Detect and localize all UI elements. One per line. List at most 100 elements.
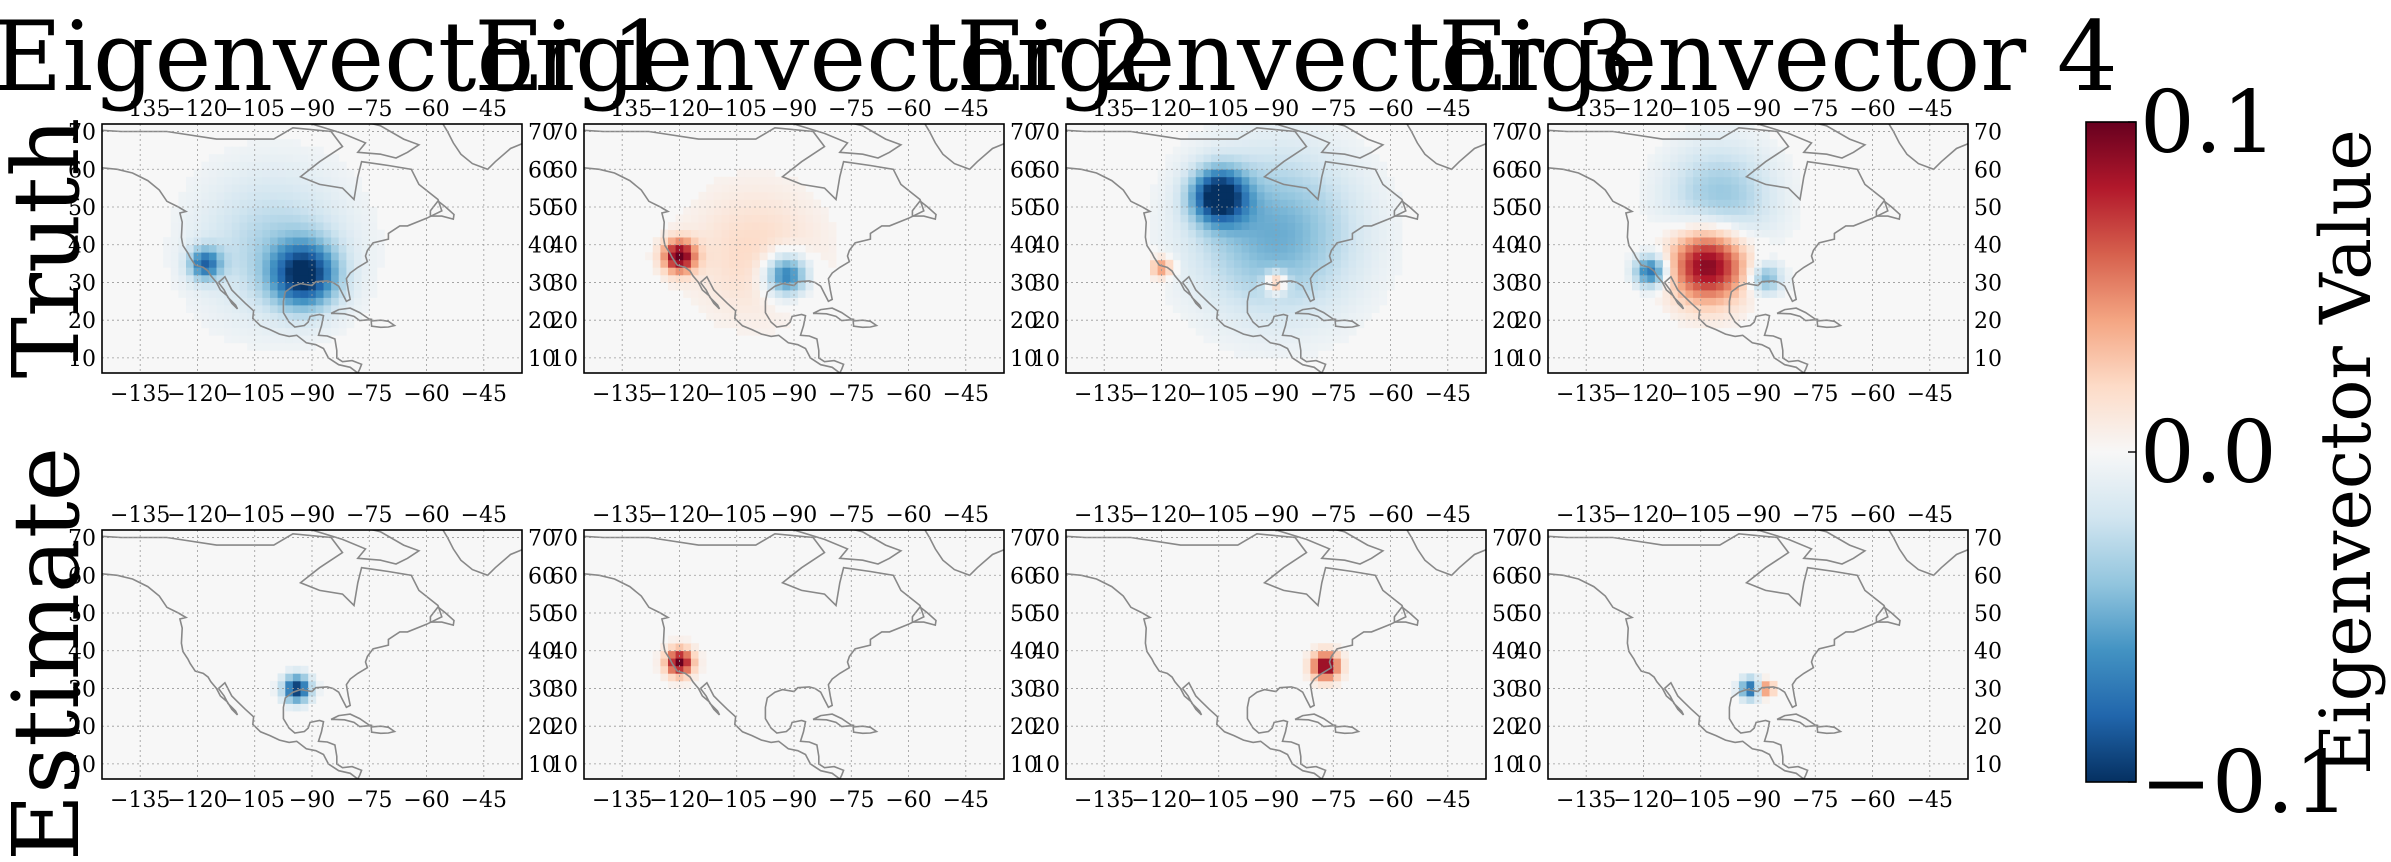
- lat-tick-label-right: 20: [528, 309, 556, 334]
- heatmap-cell: [178, 244, 187, 253]
- heatmap-cell: [706, 312, 715, 321]
- heatmap-cell: [1241, 139, 1250, 147]
- lon-tick-label-bottom: −60: [885, 788, 931, 813]
- heatmap-cell: [752, 169, 760, 178]
- heatmap-cell: [1325, 320, 1334, 329]
- heatmap-cell: [315, 305, 324, 313]
- lat-tick-label-right: 50: [1492, 196, 1520, 221]
- heatmap-cell: [828, 259, 837, 268]
- north-america-coastline: [1066, 126, 1407, 373]
- heatmap-cell: [1654, 297, 1663, 306]
- heatmap-cell: [1318, 305, 1326, 313]
- heatmap-cell: [1738, 214, 1747, 223]
- heatmap-cell: [346, 320, 355, 329]
- heatmap-cell: [790, 199, 799, 208]
- heatmap-cell: [660, 658, 669, 667]
- heatmap-cell: [323, 199, 332, 208]
- heatmap-cell: [1318, 244, 1326, 253]
- heatmap-cell: [1195, 199, 1204, 208]
- heatmap-cell: [1279, 199, 1288, 208]
- heatmap-cell: [1195, 139, 1204, 147]
- heatmap-cell: [1746, 139, 1755, 147]
- heatmap-cell: [683, 259, 692, 268]
- heatmap-cell: [1226, 199, 1235, 208]
- heatmap-cell: [308, 688, 317, 697]
- heatmap-cell: [346, 237, 355, 246]
- heatmap-cell: [1333, 335, 1342, 344]
- heatmap-cell: [247, 297, 256, 306]
- heatmap-cell: [1761, 184, 1770, 193]
- heatmap-cell: [1333, 237, 1342, 246]
- heatmap-cell: [262, 267, 271, 276]
- heatmap-cell: [1211, 229, 1220, 238]
- heatmap-cell: [231, 237, 240, 246]
- heatmap-cell: [254, 237, 263, 246]
- heatmap-cell: [744, 176, 753, 185]
- heatmap-cell: [1188, 312, 1197, 321]
- heatmap-cell: [315, 207, 324, 215]
- lon-tick-label-top: −90: [1253, 503, 1299, 528]
- heatmap-cell: [1670, 176, 1679, 185]
- heatmap-cell: [231, 214, 240, 223]
- heatmap-cell: [262, 237, 271, 246]
- heatmap-cell: [285, 282, 294, 291]
- heatmap-cell: [331, 214, 340, 223]
- heatmap-cell: [736, 169, 745, 178]
- heatmap-cell: [1708, 305, 1717, 313]
- heatmap-cell: [1287, 282, 1296, 291]
- heatmap-cell: [1685, 305, 1694, 313]
- heatmap-cell: [1363, 290, 1372, 298]
- heatmap-cell: [1211, 184, 1220, 193]
- heatmap-cell: [782, 237, 791, 246]
- heatmap-cell: [668, 650, 676, 659]
- heatmap-cell: [346, 267, 355, 276]
- heatmap-cell: [797, 207, 806, 215]
- heatmap-cell: [331, 161, 340, 170]
- heatmap-cell: [790, 290, 799, 298]
- heatmap-cell: [216, 199, 225, 208]
- heatmap-cell: [1624, 252, 1633, 261]
- heatmap-cell: [1340, 244, 1349, 253]
- heatmap-cell: [1677, 161, 1686, 170]
- heatmap-cell: [247, 229, 256, 238]
- heatmap-cell: [1685, 146, 1694, 155]
- heatmap-cell: [315, 176, 324, 185]
- lat-tick-label-left: 30: [550, 677, 578, 702]
- heatmap-cell: [231, 184, 240, 193]
- lon-tick-label-bottom: −135: [1074, 788, 1134, 813]
- heatmap-cell: [300, 297, 309, 306]
- heatmap-cell: [331, 222, 340, 230]
- heatmap-cell: [1279, 290, 1288, 298]
- heatmap-cell: [1226, 237, 1235, 246]
- heatmap-cell: [1287, 169, 1296, 178]
- map-frame: [1547, 529, 1969, 780]
- heatmap-cell: [1211, 124, 1220, 132]
- heatmap-cell: [1693, 199, 1702, 208]
- heatmap-cell: [1318, 665, 1326, 674]
- heatmap-cell: [1333, 320, 1342, 329]
- heatmap-cell: [1226, 169, 1235, 178]
- heatmap-cell: [668, 680, 676, 689]
- heatmap-cell: [797, 290, 806, 298]
- lon-tick-label-bottom: −45: [461, 382, 507, 407]
- heatmap-cell: [354, 199, 362, 208]
- heatmap-cell: [1279, 169, 1288, 178]
- heatmap-cell: [270, 176, 278, 185]
- lat-tick-label-right: 70: [528, 121, 556, 146]
- heatmap-cell: [239, 312, 248, 321]
- lat-tick-label-right: 10: [528, 347, 556, 372]
- heatmap-cell: [1234, 259, 1242, 268]
- heatmap-cell: [1172, 214, 1181, 223]
- heatmap-cell: [1792, 214, 1801, 223]
- heatmap-cell: [668, 274, 676, 283]
- heatmap-cell: [1310, 290, 1319, 298]
- lon-tick-label-bottom: −60: [1849, 382, 1895, 407]
- heatmap-cell: [369, 237, 378, 246]
- heatmap-cell: [1172, 297, 1181, 306]
- lat-tick-label-left: 10: [1032, 347, 1060, 372]
- heatmap-cell: [1716, 184, 1724, 193]
- heatmap-cell: [1716, 267, 1724, 276]
- heatmap-cell: [1348, 191, 1357, 200]
- heatmap-cell: [729, 207, 738, 215]
- heatmap-cell: [1249, 312, 1258, 321]
